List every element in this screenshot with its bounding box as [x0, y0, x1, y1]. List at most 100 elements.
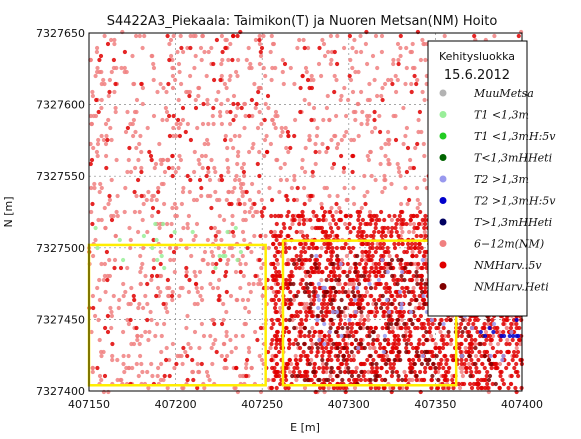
- data-point: [97, 277, 102, 283]
- data-point: [342, 85, 347, 91]
- data-point: [360, 253, 365, 259]
- data-point: [330, 165, 335, 171]
- data-point: [380, 189, 385, 195]
- data-point: [147, 149, 152, 155]
- data-point: [356, 213, 362, 219]
- data-point: [193, 53, 198, 59]
- data-point: [269, 317, 274, 323]
- data-point: [197, 161, 202, 167]
- data-point: [511, 353, 517, 359]
- data-point: [308, 301, 314, 307]
- data-point: [317, 225, 322, 231]
- data-point: [104, 249, 109, 255]
- data-point: [103, 225, 108, 231]
- data-point: [361, 265, 366, 271]
- data-point: [163, 105, 168, 111]
- data-point: [230, 253, 235, 259]
- data-point: [336, 333, 341, 339]
- data-point: [510, 357, 515, 363]
- data-point: [301, 37, 306, 43]
- data-point: [150, 205, 156, 211]
- data-point: [327, 293, 333, 299]
- data-point: [382, 285, 387, 291]
- data-point: [124, 69, 129, 75]
- data-point: [240, 189, 245, 195]
- data-point: [376, 229, 381, 235]
- data-point: [167, 133, 172, 139]
- data-point: [158, 289, 163, 295]
- data-point: [304, 69, 309, 75]
- data-point: [128, 169, 134, 175]
- data-point: [118, 265, 124, 271]
- data-point: [374, 305, 379, 311]
- data-point: [477, 349, 482, 355]
- data-point: [138, 269, 143, 275]
- data-point: [388, 265, 393, 271]
- data-point: [198, 45, 204, 51]
- data-point: [297, 221, 302, 227]
- data-point: [274, 157, 279, 163]
- data-point: [400, 241, 405, 247]
- data-point: [234, 173, 239, 179]
- data-point: [149, 317, 154, 323]
- data-point: [309, 313, 314, 319]
- data-point: [211, 121, 216, 127]
- data-point: [355, 301, 360, 307]
- data-point: [422, 301, 427, 307]
- data-point: [402, 249, 407, 255]
- data-point: [409, 365, 414, 371]
- data-point: [90, 93, 95, 99]
- data-point: [190, 229, 195, 235]
- data-point: [415, 141, 420, 147]
- data-point: [312, 361, 317, 367]
- data-point: [288, 289, 293, 295]
- data-point: [127, 145, 132, 151]
- data-point: [385, 353, 390, 359]
- data-point: [372, 109, 377, 115]
- data-point: [347, 321, 352, 327]
- data-point: [321, 293, 326, 299]
- data-point: [165, 277, 170, 283]
- data-point: [325, 93, 330, 99]
- data-point: [414, 297, 419, 303]
- data-point: [411, 213, 416, 219]
- data-point: [392, 213, 397, 219]
- data-point: [185, 225, 190, 231]
- y-tick-label: 7327400: [36, 385, 85, 398]
- data-point: [442, 33, 447, 39]
- data-point: [333, 221, 339, 227]
- data-point: [359, 361, 364, 367]
- data-point: [279, 125, 284, 131]
- data-point: [394, 89, 399, 95]
- data-point: [410, 41, 415, 47]
- data-point: [257, 257, 262, 263]
- data-point: [330, 297, 335, 303]
- data-point: [200, 121, 206, 127]
- data-point: [354, 277, 360, 283]
- data-point: [218, 113, 223, 119]
- data-point: [492, 353, 497, 359]
- data-point: [364, 241, 369, 247]
- data-point: [437, 349, 442, 355]
- data-point: [381, 385, 386, 391]
- data-point: [96, 217, 101, 223]
- data-point: [351, 301, 356, 307]
- data-point: [167, 245, 173, 251]
- data-point: [382, 309, 387, 315]
- data-point: [298, 229, 303, 235]
- data-point: [319, 309, 324, 315]
- data-point: [328, 369, 334, 375]
- data-point: [221, 253, 226, 259]
- data-point: [197, 369, 202, 375]
- data-point: [470, 349, 475, 355]
- data-point: [374, 245, 380, 251]
- data-point: [141, 233, 146, 239]
- data-point: [211, 341, 216, 347]
- data-point: [277, 189, 282, 195]
- x-tick-label: 407150: [68, 398, 110, 411]
- data-point: [309, 73, 314, 79]
- data-point: [223, 357, 228, 363]
- data-point: [331, 341, 336, 347]
- data-point: [396, 233, 401, 239]
- data-point: [110, 357, 115, 363]
